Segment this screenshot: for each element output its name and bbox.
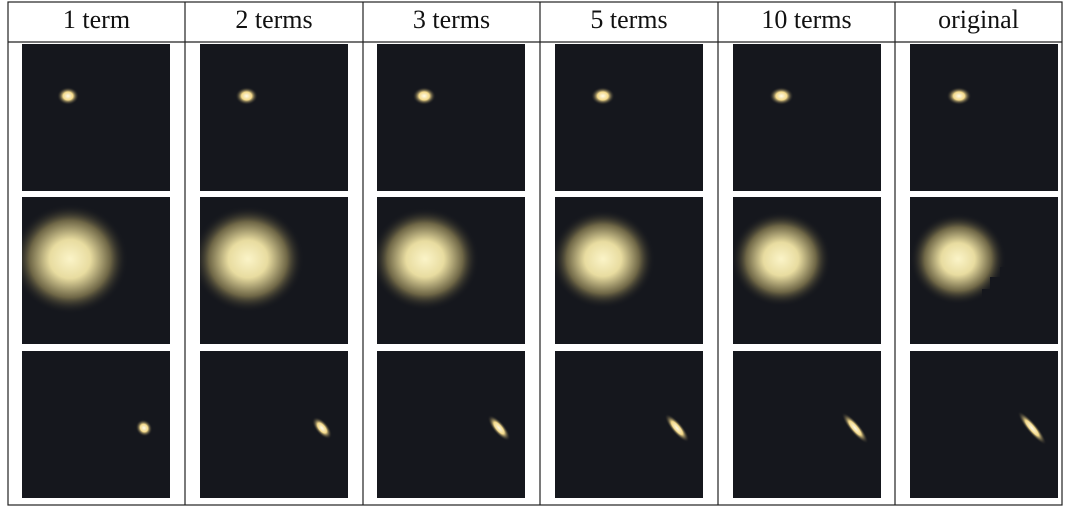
image-background	[910, 44, 1058, 191]
light-blob	[947, 87, 972, 105]
light-blob	[413, 87, 436, 105]
light-blob	[731, 212, 831, 307]
figure: 1 term 2 terms 3 terms 5 terms 10 terms origi…	[0, 0, 1067, 508]
image-background	[555, 44, 703, 191]
image-panel	[910, 351, 1058, 498]
image-content	[12, 204, 128, 314]
column-header: 3 terms	[413, 5, 490, 34]
column-header: 1 term	[63, 5, 130, 34]
column-header: original	[938, 5, 1019, 34]
image-panel	[192, 197, 348, 344]
column-header: 5 terms	[590, 5, 667, 34]
image-panel	[377, 351, 525, 498]
image-panel	[733, 44, 881, 191]
light-blob	[769, 87, 793, 105]
image-panel	[22, 44, 170, 191]
image-panel	[12, 197, 170, 344]
image-content	[769, 87, 793, 105]
image-content	[551, 210, 655, 309]
image-panel	[731, 197, 881, 344]
image-panel	[371, 197, 525, 344]
image-content	[731, 212, 831, 307]
image-content	[947, 87, 972, 105]
image-panel	[555, 351, 703, 498]
image-content	[192, 206, 304, 312]
image-panel	[377, 44, 525, 191]
light-blob	[235, 87, 258, 105]
light-blob	[192, 206, 304, 312]
image-panel	[733, 351, 881, 498]
light-blob	[12, 204, 128, 314]
image-content	[591, 87, 615, 105]
image-content	[413, 87, 436, 105]
column-header: 2 terms	[235, 5, 312, 34]
image-panel	[200, 351, 348, 498]
image-panel	[910, 197, 1058, 344]
column-header: 10 terms	[761, 5, 851, 34]
light-blob	[591, 87, 615, 105]
image-panel	[22, 351, 170, 498]
light-blob	[551, 210, 655, 309]
image-content	[371, 208, 479, 311]
light-blob	[57, 87, 79, 105]
image-panel	[551, 197, 703, 344]
image-panel	[555, 44, 703, 191]
image-content	[235, 87, 258, 105]
image-background	[733, 44, 881, 191]
light-blob	[371, 208, 479, 311]
image-content	[57, 87, 79, 105]
image-background	[200, 44, 348, 191]
image-panel	[910, 44, 1058, 191]
image-background	[377, 44, 525, 191]
image-panel	[200, 44, 348, 191]
image-background	[22, 44, 170, 191]
